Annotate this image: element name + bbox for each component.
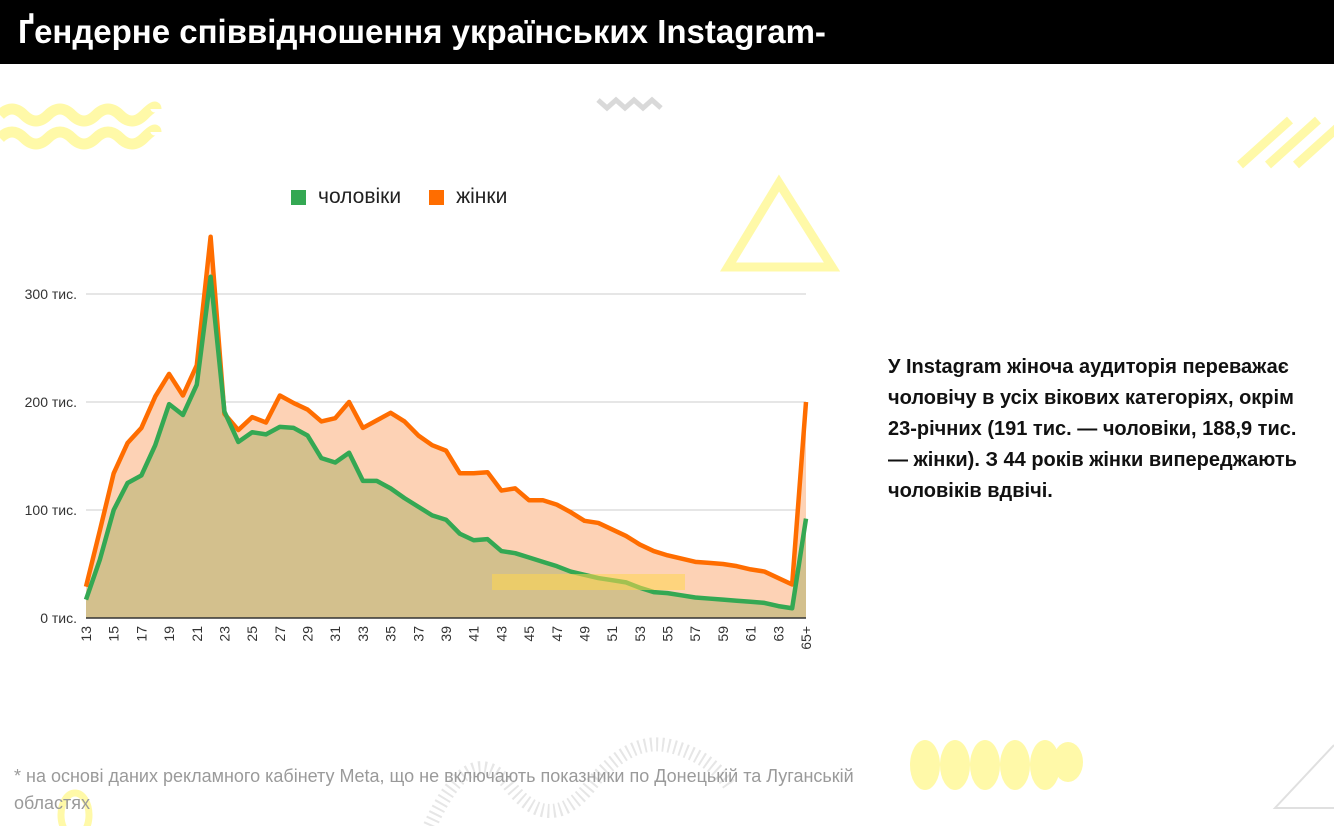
wavy-line-decoration — [0, 101, 162, 127]
outline-triangle-decoration — [1272, 744, 1334, 809]
title-bar: Ґендерне співвідношення українських Inst… — [0, 0, 1334, 64]
highlight-band — [492, 574, 685, 590]
x-tick-label: 53 — [632, 626, 648, 642]
x-tick-label: 33 — [355, 626, 371, 642]
x-tick-label: 29 — [300, 626, 316, 642]
dotted-wave-decoration — [423, 737, 736, 826]
legend-label-women: жінки — [456, 185, 508, 208]
y-tick-label: 300 тис. — [25, 286, 77, 302]
circles-decoration — [910, 740, 1083, 790]
x-tick-label: 31 — [327, 626, 343, 642]
stripe-decoration — [1236, 116, 1294, 169]
x-tick-label: 27 — [272, 626, 288, 642]
zigzag-decoration — [596, 96, 663, 112]
insight-text: У Instagram жіноча аудиторія переважає ч… — [888, 356, 1297, 502]
x-tick-label: 25 — [244, 626, 260, 642]
x-tick-label: 57 — [687, 626, 703, 642]
y-tick-label: 0 тис. — [40, 610, 77, 626]
x-tick-label: 37 — [410, 626, 426, 642]
legend-swatch-men — [291, 189, 306, 205]
legend-label-men: чоловіки — [318, 185, 402, 208]
ring-decoration — [57, 789, 93, 826]
x-tick-label: 23 — [216, 626, 232, 642]
x-tick-label: 45 — [521, 626, 537, 642]
x-tick-label: 49 — [576, 626, 592, 642]
stripe-decoration — [1292, 124, 1334, 169]
x-tick-label: 13 — [78, 626, 94, 642]
x-tick-label: 65+ — [798, 626, 814, 650]
x-tick-label: 61 — [743, 626, 759, 642]
x-tick-label: 59 — [715, 626, 731, 642]
x-tick-label: 19 — [161, 626, 177, 642]
x-tick-label: 39 — [438, 626, 454, 642]
x-tick-label: 21 — [189, 626, 205, 642]
x-tick-label: 63 — [770, 626, 786, 642]
footnote: * на основі даних рекламного кабінету Me… — [14, 766, 854, 813]
legend-swatch-women — [429, 189, 445, 205]
y-tick-label: 100 тис. — [25, 502, 77, 518]
stripe-decoration — [1264, 116, 1322, 169]
x-tick-label: 41 — [466, 626, 482, 642]
x-tick-label: 35 — [383, 626, 399, 642]
x-tick-label: 47 — [549, 626, 565, 642]
page-title: Ґендерне співвідношення українських Inst… — [18, 13, 826, 50]
wavy-line-decoration — [0, 124, 162, 150]
legend-item-women: жінки — [429, 185, 507, 209]
x-tick-label: 51 — [604, 626, 620, 642]
x-tick-label: 55 — [660, 626, 676, 642]
triangle-decoration — [720, 174, 841, 272]
legend-item-men: чоловіки — [291, 185, 401, 209]
chart-legend: чоловіки жінки — [291, 185, 535, 209]
area-men — [86, 276, 806, 618]
y-tick-label: 200 тис. — [25, 394, 77, 410]
x-tick-label: 43 — [493, 626, 509, 642]
x-tick-label: 15 — [106, 626, 122, 642]
x-tick-label: 17 — [133, 626, 149, 642]
